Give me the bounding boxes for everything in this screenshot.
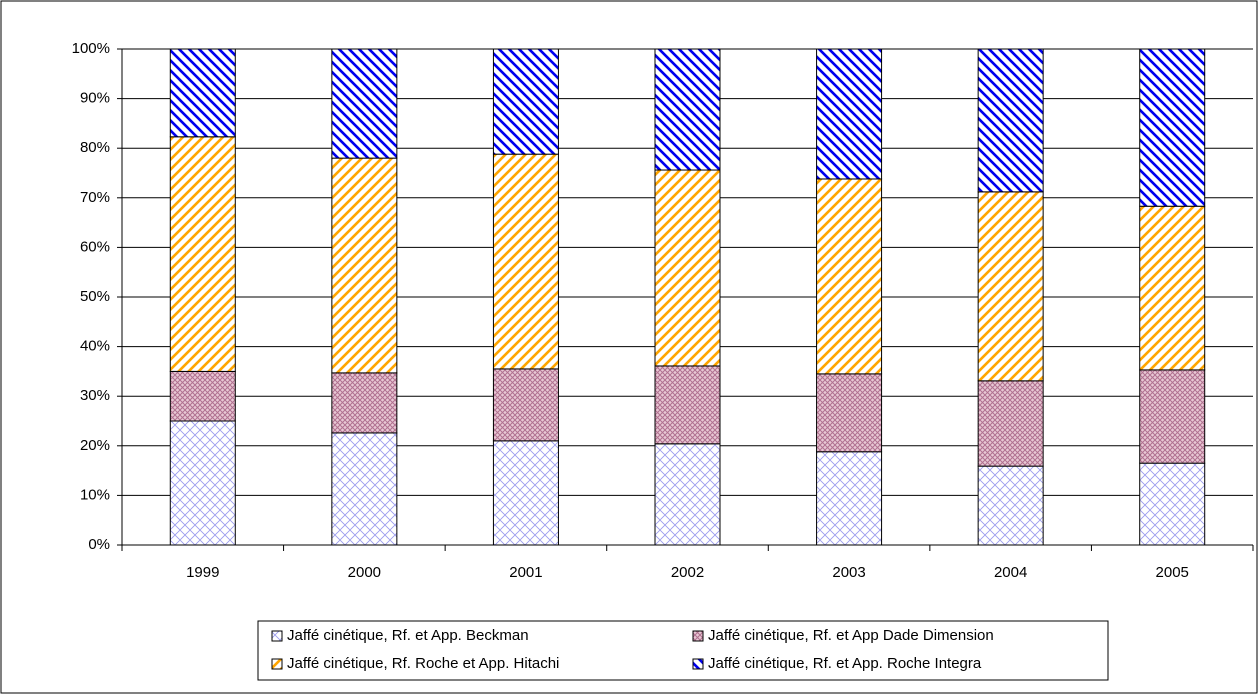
bar-segment	[816, 178, 883, 375]
y-tick-label: 20%	[80, 437, 110, 454]
legend-swatch	[692, 630, 704, 642]
bar-segment	[654, 365, 721, 445]
legend-label: Jaffé cinétique, Rf. et App. Beckman	[287, 627, 529, 644]
bar-segment	[331, 432, 398, 546]
bar-segment	[1139, 462, 1206, 546]
bar-segment	[977, 380, 1044, 467]
bar-segment	[492, 48, 559, 155]
bar-segment	[1139, 369, 1206, 464]
bar-segment	[977, 191, 1044, 382]
x-tick-label: 2004	[994, 564, 1027, 581]
bar-segment	[654, 48, 721, 171]
x-tick-label: 2000	[348, 564, 381, 581]
bar-segment	[331, 372, 398, 434]
legend-swatch	[692, 658, 704, 670]
bar-segment	[492, 440, 559, 546]
y-tick-label: 60%	[80, 238, 110, 255]
bar-segment	[169, 136, 236, 372]
bar-segment	[169, 48, 236, 138]
legend-swatch	[271, 630, 283, 642]
y-tick-label: 0%	[88, 536, 110, 553]
bar-segment	[654, 169, 721, 367]
legend-label: Jaffé cinétique, Rf. et App Dade Dimensi…	[708, 627, 994, 644]
legend-box	[257, 620, 1109, 681]
bar-segment	[492, 153, 559, 370]
y-tick-label: 90%	[80, 90, 110, 107]
x-tick-label: 2002	[671, 564, 704, 581]
bar-segment	[331, 48, 398, 159]
y-tick-label: 30%	[80, 387, 110, 404]
bar-segment	[1139, 205, 1206, 371]
bar-segment	[816, 451, 883, 546]
x-tick-label: 2001	[509, 564, 542, 581]
y-tick-label: 10%	[80, 486, 110, 503]
legend-swatch	[271, 658, 283, 670]
bar-segment	[977, 48, 1044, 193]
bar-segment	[816, 373, 883, 453]
y-tick-label: 50%	[80, 288, 110, 305]
bar-segment	[977, 465, 1044, 546]
y-tick-label: 100%	[72, 40, 110, 57]
bar-segment	[169, 420, 236, 546]
y-tick-label: 80%	[80, 139, 110, 156]
x-tick-label: 2003	[832, 564, 865, 581]
bar-segment	[492, 368, 559, 442]
y-tick-label: 40%	[80, 338, 110, 355]
x-tick-label: 2005	[1156, 564, 1189, 581]
bar-segment	[169, 370, 236, 422]
bar-segment	[654, 443, 721, 546]
legend-label: Jaffé cinétique, Rf. Roche et App. Hitac…	[287, 655, 559, 672]
y-tick-label: 70%	[80, 189, 110, 206]
x-tick-label: 1999	[186, 564, 219, 581]
bar-segment	[816, 48, 883, 180]
bar-segment	[1139, 48, 1206, 207]
legend-label: Jaffé cinétique, Rf. et App. Roche Integ…	[708, 655, 982, 672]
bar-segment	[331, 157, 398, 374]
